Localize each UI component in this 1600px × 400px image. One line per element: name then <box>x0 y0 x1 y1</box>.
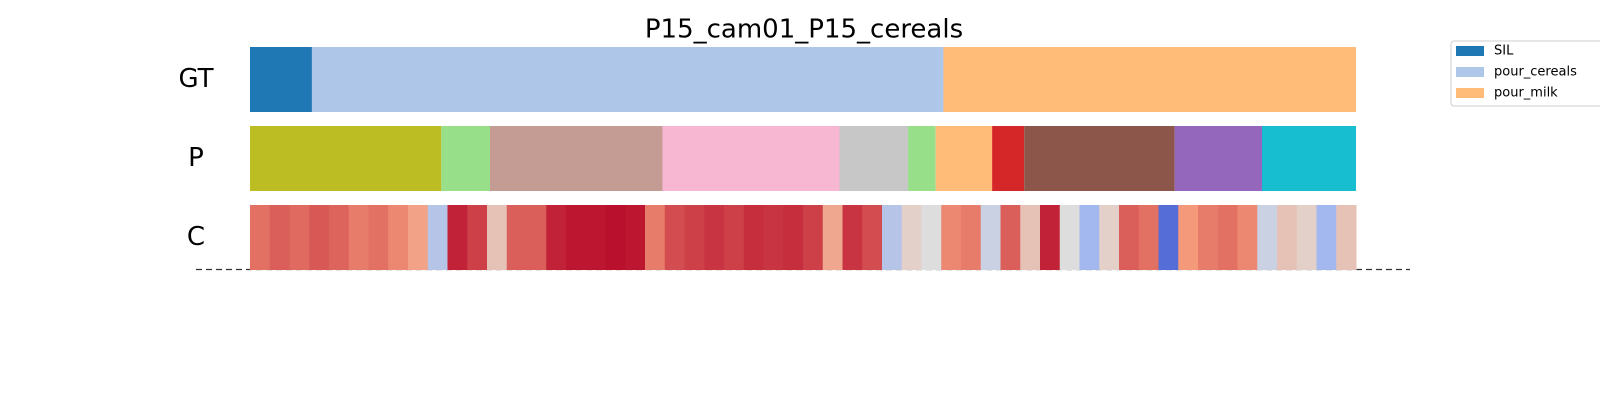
segment <box>250 47 312 112</box>
confidence-cell <box>1040 205 1061 270</box>
confidence-cell <box>882 205 903 270</box>
confidence-cell <box>1000 205 1021 270</box>
confidence-cell <box>546 205 567 270</box>
legend-swatch <box>1456 67 1484 77</box>
confidence-cell <box>447 205 468 270</box>
row-label: C <box>187 222 205 252</box>
confidence-cell <box>704 205 725 270</box>
row-label: P <box>188 143 204 173</box>
legend-swatch <box>1456 88 1484 98</box>
confidence-cell <box>1119 205 1140 270</box>
legend-label: pour_milk <box>1494 86 1558 101</box>
confidence-cell <box>1296 205 1317 270</box>
segment <box>662 126 840 191</box>
confidence-cell <box>427 205 448 270</box>
confidence-cell <box>961 205 982 270</box>
segment <box>943 47 1356 112</box>
segment <box>1174 126 1262 191</box>
segment <box>908 126 936 191</box>
confidence-cell <box>1277 205 1298 270</box>
segment <box>250 126 442 191</box>
confidence-cell <box>1198 205 1219 270</box>
confidence-cell <box>1178 205 1199 270</box>
confidence-cell <box>901 205 922 270</box>
confidence-cell <box>1099 205 1120 270</box>
confidence-cell <box>625 205 646 270</box>
confidence-cell <box>1316 205 1337 270</box>
confidence-cell <box>1158 205 1179 270</box>
confidence-cell <box>783 205 804 270</box>
confidence-cell <box>1336 205 1357 270</box>
segment <box>311 47 944 112</box>
confidence-cell <box>506 205 527 270</box>
confidence-cell <box>585 205 606 270</box>
confidence-cell <box>526 205 547 270</box>
confidence-cell <box>388 205 409 270</box>
confidence-cell <box>408 205 429 270</box>
segment <box>992 126 1025 191</box>
confidence-cell <box>803 205 824 270</box>
confidence-cell <box>743 205 764 270</box>
legend-swatch <box>1456 46 1484 56</box>
confidence-cell <box>269 205 290 270</box>
confidence-cell <box>1237 205 1258 270</box>
legend-box <box>1450 40 1600 107</box>
confidence-cell <box>605 205 626 270</box>
legend-label: pour_cereals <box>1494 65 1577 80</box>
confidence-cell <box>467 205 488 270</box>
legend-label: SIL <box>1494 44 1514 59</box>
segment <box>1024 126 1175 191</box>
confidence-cell <box>645 205 666 270</box>
confidence-cell <box>566 205 587 270</box>
segment <box>935 126 993 191</box>
confidence-cell <box>684 205 705 270</box>
confidence-cell <box>724 205 745 270</box>
confidence-cell <box>664 205 685 270</box>
confidence-cell <box>1020 205 1041 270</box>
confidence-cell <box>348 205 369 270</box>
confidence-cell <box>842 205 863 270</box>
confidence-cell <box>329 205 350 270</box>
segment <box>1261 126 1356 191</box>
confidence-cell <box>368 205 389 270</box>
confidence-cell <box>309 205 330 270</box>
confidence-cell <box>822 205 843 270</box>
confidence-cell <box>487 205 508 270</box>
confidence-cell <box>921 205 942 270</box>
chart-title: P15_cam01_P15_cereals <box>645 15 963 45</box>
confidence-cell <box>1079 205 1100 270</box>
segment <box>490 126 663 191</box>
segment <box>441 126 491 191</box>
segment <box>839 126 909 191</box>
confidence-cell <box>250 205 271 270</box>
row-label: GT <box>178 64 213 94</box>
confidence-cell <box>980 205 1001 270</box>
confidence-cell <box>1138 205 1159 270</box>
confidence-cell <box>1257 205 1278 270</box>
confidence-cell <box>763 205 784 270</box>
confidence-cell <box>1059 205 1080 270</box>
confidence-cell <box>941 205 962 270</box>
confidence-cell <box>1217 205 1238 270</box>
confidence-cell <box>862 205 883 270</box>
confidence-cell <box>289 205 310 270</box>
